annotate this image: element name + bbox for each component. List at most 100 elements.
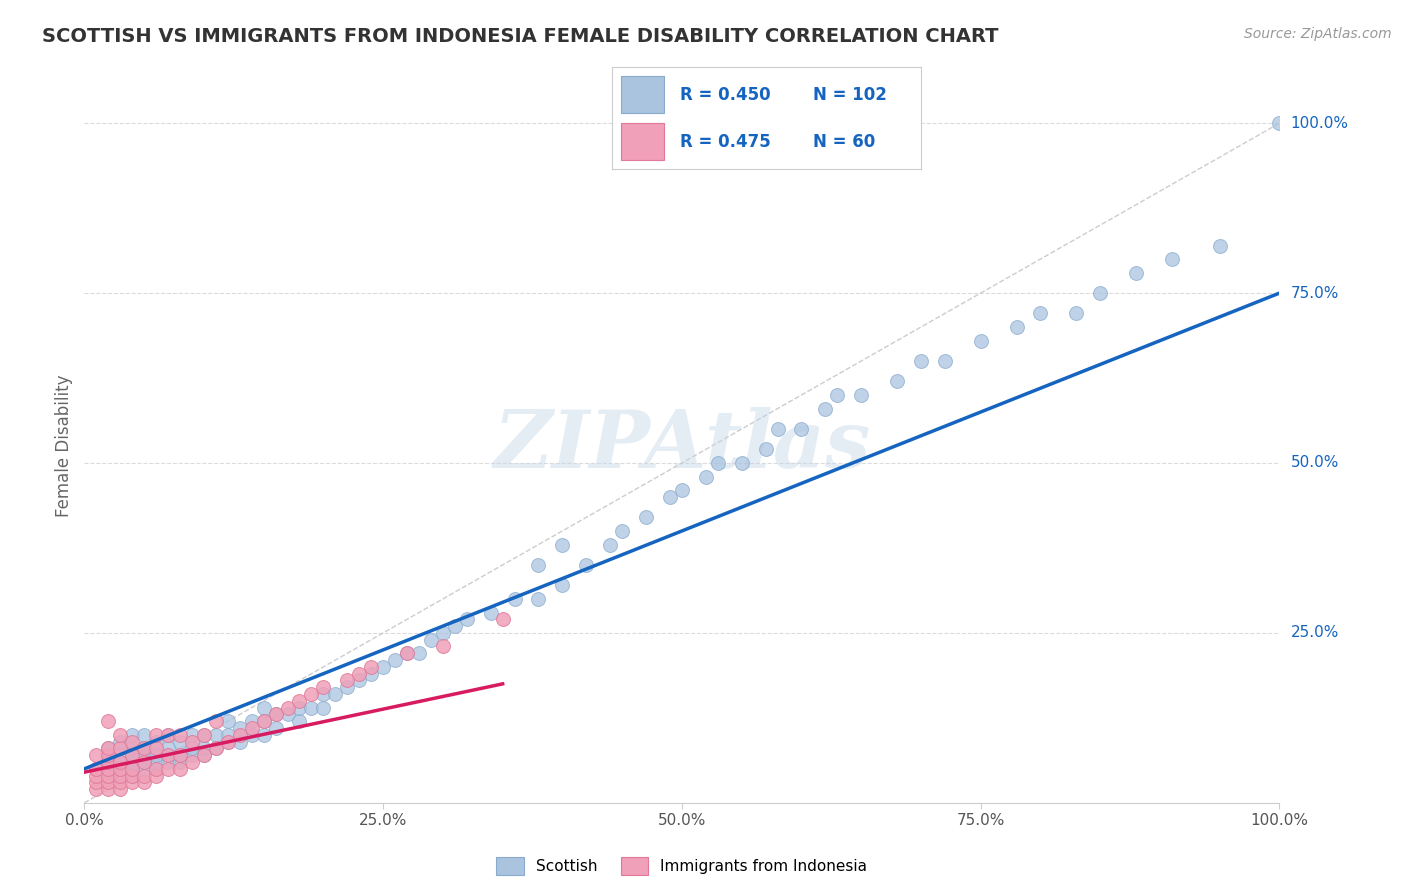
Point: [110, 755, 132, 769]
Point: [132, 728, 156, 742]
Point: [1088, 286, 1111, 301]
Point: [193, 741, 215, 756]
Point: [97, 769, 120, 783]
Point: [444, 619, 467, 633]
Point: [754, 442, 776, 457]
Text: 25.0%: 25.0%: [1291, 625, 1339, 640]
Point: [253, 714, 276, 729]
Point: [205, 741, 228, 756]
Text: 50.0%: 50.0%: [1291, 456, 1339, 470]
Point: [312, 687, 335, 701]
Point: [217, 734, 239, 748]
Point: [301, 700, 323, 714]
FancyBboxPatch shape: [621, 123, 664, 161]
Point: [766, 422, 789, 436]
Point: [217, 734, 239, 748]
Text: 75.0%: 75.0%: [1291, 285, 1339, 301]
Point: [84, 748, 107, 763]
Point: [217, 728, 239, 742]
Point: [610, 524, 633, 538]
Text: Source: ZipAtlas.com: Source: ZipAtlas.com: [1244, 27, 1392, 41]
Point: [180, 741, 202, 756]
Point: [180, 728, 202, 742]
Point: [121, 748, 143, 763]
Point: [492, 612, 515, 626]
Point: [253, 714, 276, 729]
FancyBboxPatch shape: [621, 76, 664, 113]
Text: R = 0.450: R = 0.450: [679, 86, 770, 103]
Point: [97, 741, 120, 756]
Point: [360, 660, 382, 674]
Point: [240, 728, 263, 742]
Point: [671, 483, 693, 498]
Point: [479, 606, 502, 620]
Point: [193, 728, 215, 742]
Point: [132, 748, 156, 763]
Point: [301, 687, 323, 701]
Point: [110, 769, 132, 783]
Point: [1005, 320, 1028, 334]
Point: [264, 721, 287, 735]
Point: [288, 714, 311, 729]
Point: [110, 734, 132, 748]
Text: SCOTTISH VS IMMIGRANTS FROM INDONESIA FEMALE DISABILITY CORRELATION CHART: SCOTTISH VS IMMIGRANTS FROM INDONESIA FE…: [42, 27, 998, 45]
Point: [432, 640, 454, 654]
Point: [84, 782, 107, 797]
Point: [97, 762, 120, 776]
Point: [551, 578, 574, 592]
Point: [634, 510, 657, 524]
Point: [825, 388, 848, 402]
Point: [396, 646, 419, 660]
Point: [145, 769, 167, 783]
Point: [419, 632, 441, 647]
Point: [503, 591, 526, 606]
Point: [205, 741, 228, 756]
Point: [253, 700, 276, 714]
Point: [121, 728, 143, 742]
Point: [121, 748, 143, 763]
Text: ZIPAtlas: ZIPAtlas: [494, 408, 870, 484]
Point: [360, 666, 382, 681]
Point: [384, 653, 406, 667]
Point: [121, 755, 143, 769]
Point: [97, 782, 120, 797]
Point: [408, 646, 430, 660]
Point: [336, 673, 359, 688]
Point: [97, 741, 120, 756]
Y-axis label: Female Disability: Female Disability: [55, 375, 73, 517]
Point: [934, 354, 956, 368]
Legend: Scottish, Immigrants from Indonesia: Scottish, Immigrants from Indonesia: [491, 851, 873, 880]
Point: [97, 755, 120, 769]
Point: [132, 741, 156, 756]
Point: [575, 558, 598, 572]
Point: [121, 769, 143, 783]
Point: [110, 728, 132, 742]
Point: [157, 762, 180, 776]
Point: [145, 741, 167, 756]
Point: [145, 755, 167, 769]
Point: [157, 728, 180, 742]
Point: [121, 762, 143, 776]
Point: [193, 728, 215, 742]
Point: [658, 490, 681, 504]
Text: N = 60: N = 60: [813, 133, 875, 151]
Point: [157, 728, 180, 742]
Point: [695, 469, 717, 483]
Point: [97, 775, 120, 789]
Point: [84, 762, 107, 776]
Point: [132, 755, 156, 769]
Point: [731, 456, 754, 470]
Point: [157, 748, 180, 763]
Point: [169, 762, 191, 776]
Point: [169, 748, 191, 763]
Point: [132, 769, 156, 783]
Point: [193, 748, 215, 763]
Point: [97, 755, 120, 769]
Point: [169, 748, 191, 763]
Point: [1160, 252, 1182, 266]
Point: [527, 591, 550, 606]
Point: [323, 687, 346, 701]
Point: [97, 748, 120, 763]
Point: [1268, 116, 1291, 130]
Point: [349, 666, 371, 681]
